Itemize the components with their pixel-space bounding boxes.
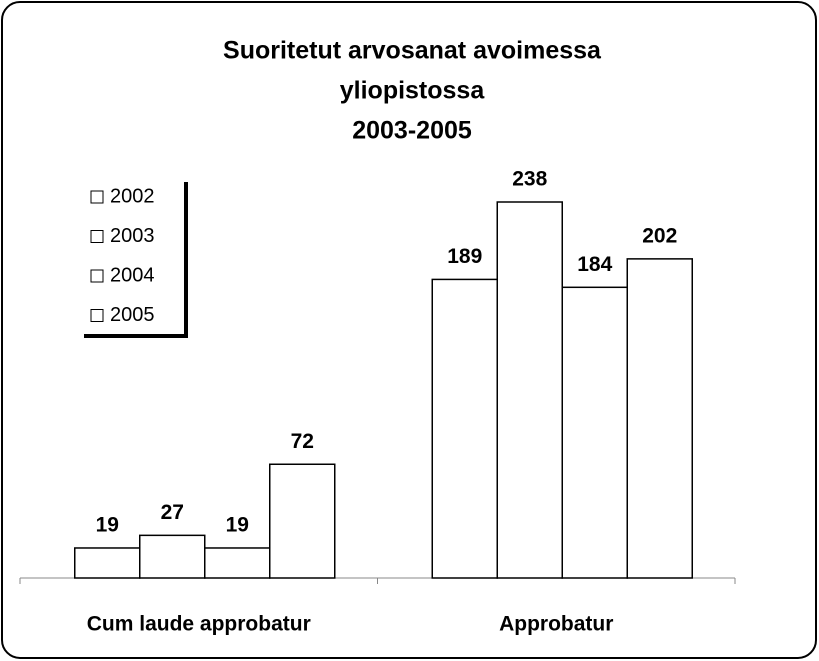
- value-label: 19: [96, 514, 119, 537]
- legend-label: 2002: [110, 185, 155, 207]
- legend-swatch: [90, 190, 104, 204]
- legend-label: 2004: [110, 264, 155, 286]
- value-label: 19: [226, 514, 249, 537]
- legend-swatch: [90, 269, 104, 283]
- bar: [204, 547, 271, 579]
- bar: [74, 547, 141, 579]
- bar: [431, 278, 498, 579]
- x-tick-label: Cum laude approbatur: [87, 613, 311, 636]
- legend-swatch: [90, 230, 104, 243]
- chart-title: 2003-2005: [352, 117, 472, 145]
- value-label: 72: [291, 430, 314, 453]
- legend: [80, 178, 184, 334]
- chart-title: yliopistossa: [340, 77, 486, 105]
- chart-title: Suoritetut arvosanat avoimessa: [223, 37, 602, 65]
- legend-label: 2005: [110, 304, 155, 326]
- legend-label: 2003: [110, 225, 155, 247]
- legend-swatch: [90, 309, 104, 322]
- x-tick-label: Approbatur: [499, 613, 613, 636]
- value-label: 27: [161, 501, 184, 524]
- value-label: 238: [512, 168, 547, 191]
- bar: [561, 286, 628, 579]
- bar: [496, 201, 563, 579]
- value-label: 189: [447, 245, 482, 268]
- bar: [626, 258, 693, 579]
- value-label: 184: [577, 253, 612, 276]
- value-label: 202: [642, 224, 677, 247]
- bar: [139, 534, 206, 579]
- bar: [269, 463, 336, 579]
